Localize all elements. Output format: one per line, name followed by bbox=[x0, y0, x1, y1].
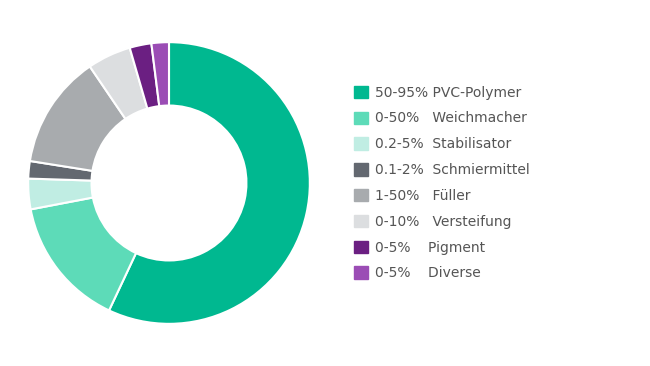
Wedge shape bbox=[90, 48, 148, 119]
Wedge shape bbox=[151, 42, 169, 106]
Wedge shape bbox=[31, 198, 136, 310]
Wedge shape bbox=[109, 42, 310, 324]
Wedge shape bbox=[30, 67, 125, 171]
Legend: 50-95% PVC-Polymer, 0-50%   Weichmacher, 0.2-5%  Stabilisator, 0.1-2%  Schmiermi: 50-95% PVC-Polymer, 0-50% Weichmacher, 0… bbox=[348, 80, 535, 286]
Wedge shape bbox=[28, 161, 92, 180]
Wedge shape bbox=[28, 179, 93, 209]
Wedge shape bbox=[130, 43, 159, 109]
